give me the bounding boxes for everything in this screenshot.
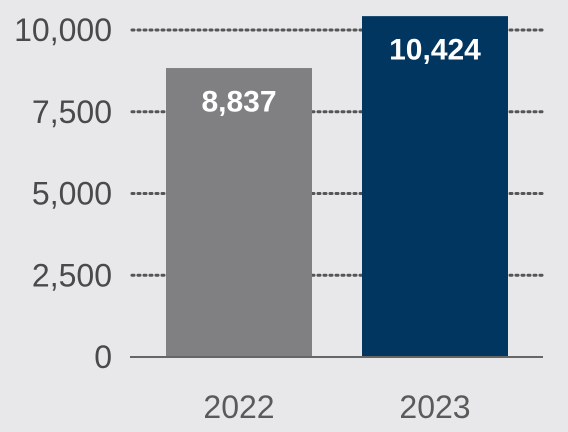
bars: 8,837 10,424 xyxy=(166,16,508,358)
x-axis-labels: 2022 2023 xyxy=(203,389,470,425)
y-axis-ticks: 0 2,500 5,000 7,500 10,000 xyxy=(14,12,112,375)
y-tick-label: 5,000 xyxy=(32,176,112,212)
data-label: 10,424 xyxy=(389,34,481,67)
data-label: 8,837 xyxy=(201,86,276,119)
y-tick-label: 2,500 xyxy=(32,257,112,293)
bar-2022 xyxy=(166,68,312,358)
bar-2023 xyxy=(362,16,508,358)
y-tick-label: 0 xyxy=(94,339,112,375)
y-tick-label: 7,500 xyxy=(32,94,112,130)
x-tick-label: 2022 xyxy=(203,389,274,425)
y-tick-label: 10,000 xyxy=(14,12,112,48)
x-tick-label: 2023 xyxy=(399,389,470,425)
